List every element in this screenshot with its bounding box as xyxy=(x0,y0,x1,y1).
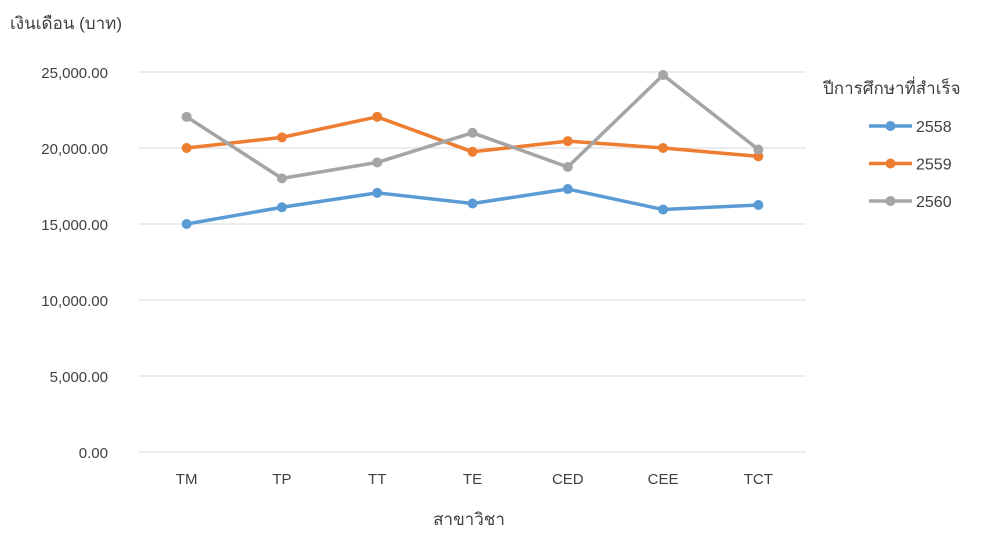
y-tick-label: 20,000.00 xyxy=(41,141,108,158)
legend-label-2559: 2559 xyxy=(916,157,952,174)
data-point-2560 xyxy=(181,111,192,122)
x-tick-label: CED xyxy=(552,471,584,488)
data-point-2560 xyxy=(372,157,383,168)
x-tick-label: TM xyxy=(176,471,198,488)
legend-label-2558: 2558 xyxy=(916,119,952,136)
data-point-2560 xyxy=(562,162,573,172)
legend-label-2560: 2560 xyxy=(916,194,952,211)
y-tick-label: 0.00 xyxy=(79,445,108,462)
data-point-2559 xyxy=(181,143,192,153)
data-point-2558 xyxy=(181,219,192,229)
data-point-2559 xyxy=(467,146,478,157)
data-point-2559 xyxy=(753,151,764,162)
x-tick-label: TP xyxy=(272,471,291,488)
x-tick-label: TT xyxy=(368,471,386,488)
data-point-2559 xyxy=(276,132,287,143)
data-point-2560 xyxy=(658,70,669,81)
y-tick-label: 5,000.00 xyxy=(50,369,108,386)
data-point-2560 xyxy=(276,173,287,184)
data-point-2558 xyxy=(658,204,669,215)
y-tick-label: 15,000.00 xyxy=(41,217,108,234)
data-point-2558 xyxy=(372,187,383,198)
data-point-2558 xyxy=(753,200,764,210)
data-point-2560 xyxy=(753,144,764,155)
series-line-2560 xyxy=(184,73,761,181)
x-tick-label: TE xyxy=(463,471,482,488)
legend-marker-2558 xyxy=(885,121,896,131)
legend-marker-2559 xyxy=(885,158,896,169)
data-point-2559 xyxy=(562,136,573,147)
data-point-2559 xyxy=(372,111,383,122)
x-tick-label: TCT xyxy=(744,471,773,488)
legend-marker-2560 xyxy=(885,196,896,206)
y-tick-label: 10,000.00 xyxy=(41,293,108,310)
data-point-2560 xyxy=(467,127,478,138)
legend-title: ปีการศึกษาที่สำเร็จ xyxy=(823,79,961,98)
data-point-2558 xyxy=(467,198,478,209)
y-axis-title: เงินเดือน (บาท) xyxy=(10,14,123,33)
data-point-2558 xyxy=(562,184,573,195)
x-axis-title: สาขาวิชา xyxy=(433,510,505,529)
y-tick-label: 25,000.00 xyxy=(41,65,108,82)
data-point-2558 xyxy=(276,202,287,213)
data-point-2559 xyxy=(658,143,669,153)
x-tick-label: CEE xyxy=(648,471,679,488)
